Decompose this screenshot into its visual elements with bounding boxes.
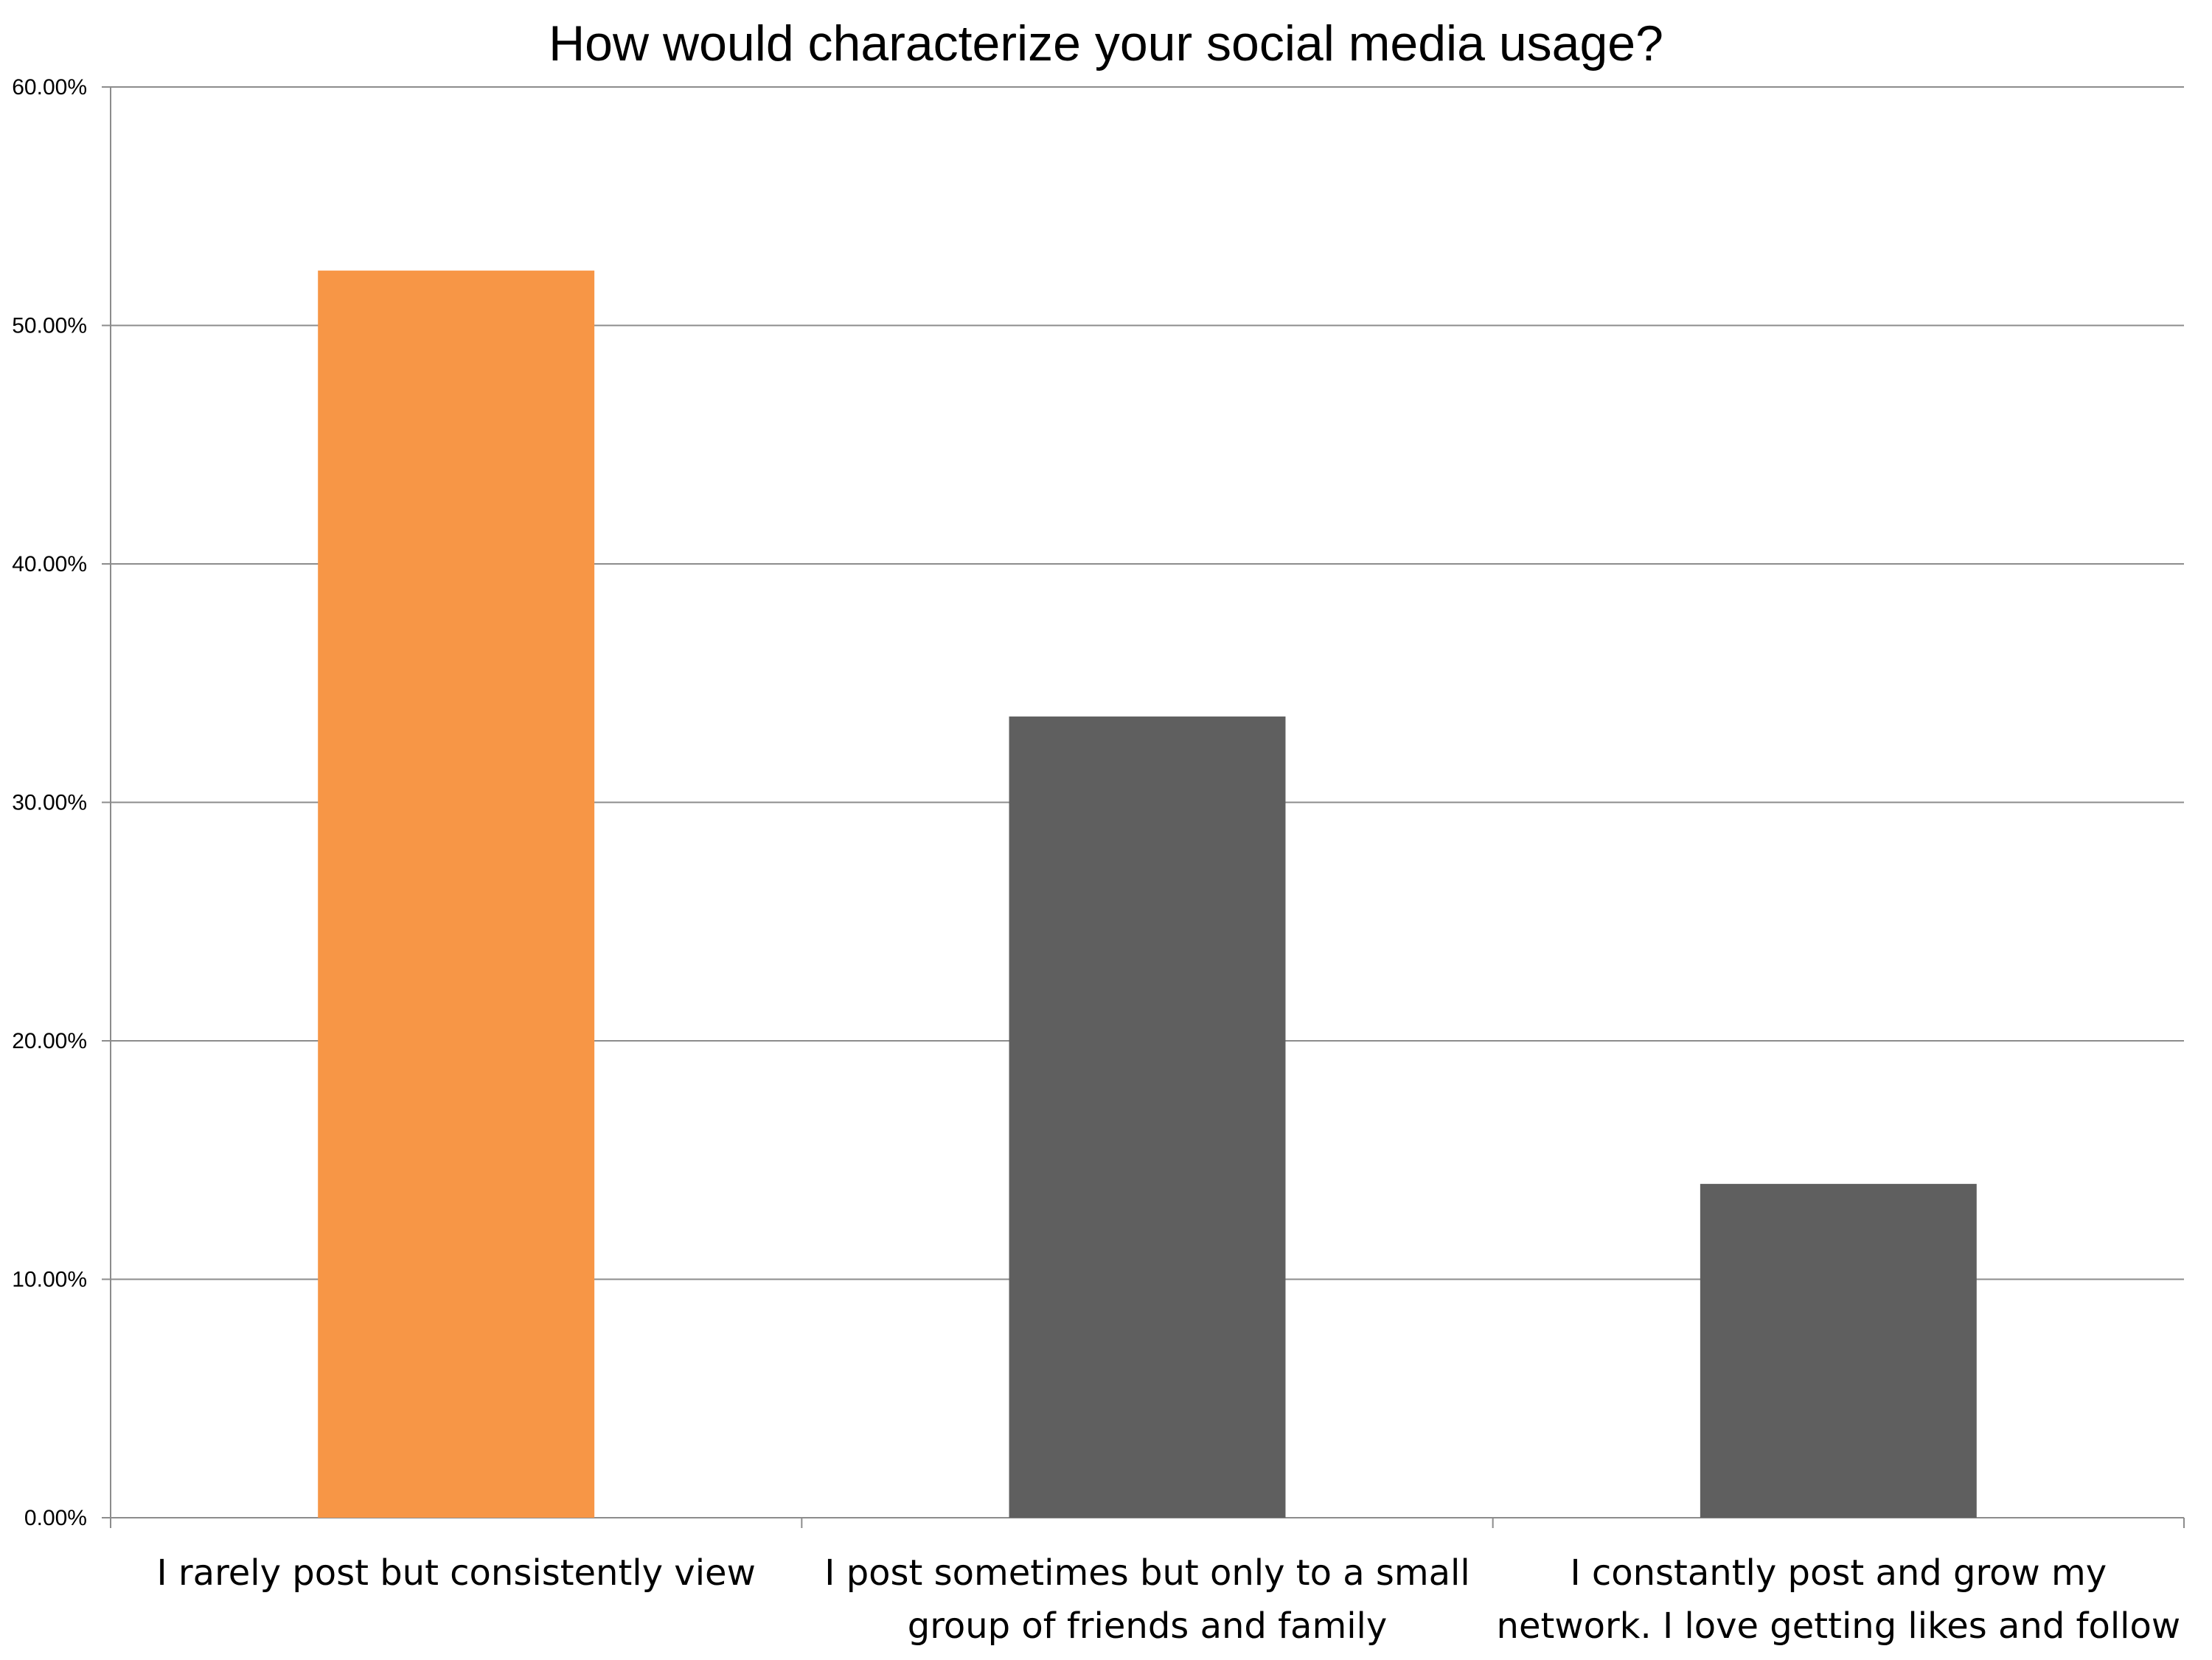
bar-1	[318, 271, 595, 1518]
x-tick-labels: I rarely post but consistently view I pos…	[157, 1552, 2181, 1647]
x-tick-label-line: I post sometimes but only to a small	[824, 1552, 1470, 1594]
x-tick-label-line: network. I love getting likes and follow	[1497, 1605, 2181, 1647]
x-tick-label: I constantly post and grow my network. I …	[1497, 1552, 2181, 1647]
y-tick-label: 20.00%	[12, 1029, 87, 1053]
y-tick-label: 30.00%	[12, 791, 87, 815]
x-tick-label: I rarely post but consistently view	[157, 1552, 756, 1594]
chart-title: How would characterize your social media…	[549, 15, 1663, 72]
bars	[318, 271, 1977, 1518]
x-tick-label-line: group of friends and family	[908, 1605, 1388, 1647]
y-tick-label: 10.00%	[12, 1268, 87, 1292]
y-tick-label: 60.00%	[12, 75, 87, 100]
y-tick-label: 40.00%	[12, 552, 87, 576]
bar-2	[1009, 716, 1286, 1518]
x-tick-label: I post sometimes but only to a small grou…	[824, 1552, 1470, 1647]
y-tick-label: 0.00%	[24, 1506, 87, 1530]
y-tick-label: 50.00%	[12, 314, 87, 338]
bar-3	[1700, 1184, 1977, 1518]
x-tick-label-line: I constantly post and grow my	[1570, 1552, 2107, 1594]
y-tick-labels: 0.00% 10.00% 20.00% 30.00% 40.00% 50.00% 60.00…	[12, 75, 87, 1530]
x-tick-label-line: I rarely post but consistently view	[157, 1552, 756, 1594]
